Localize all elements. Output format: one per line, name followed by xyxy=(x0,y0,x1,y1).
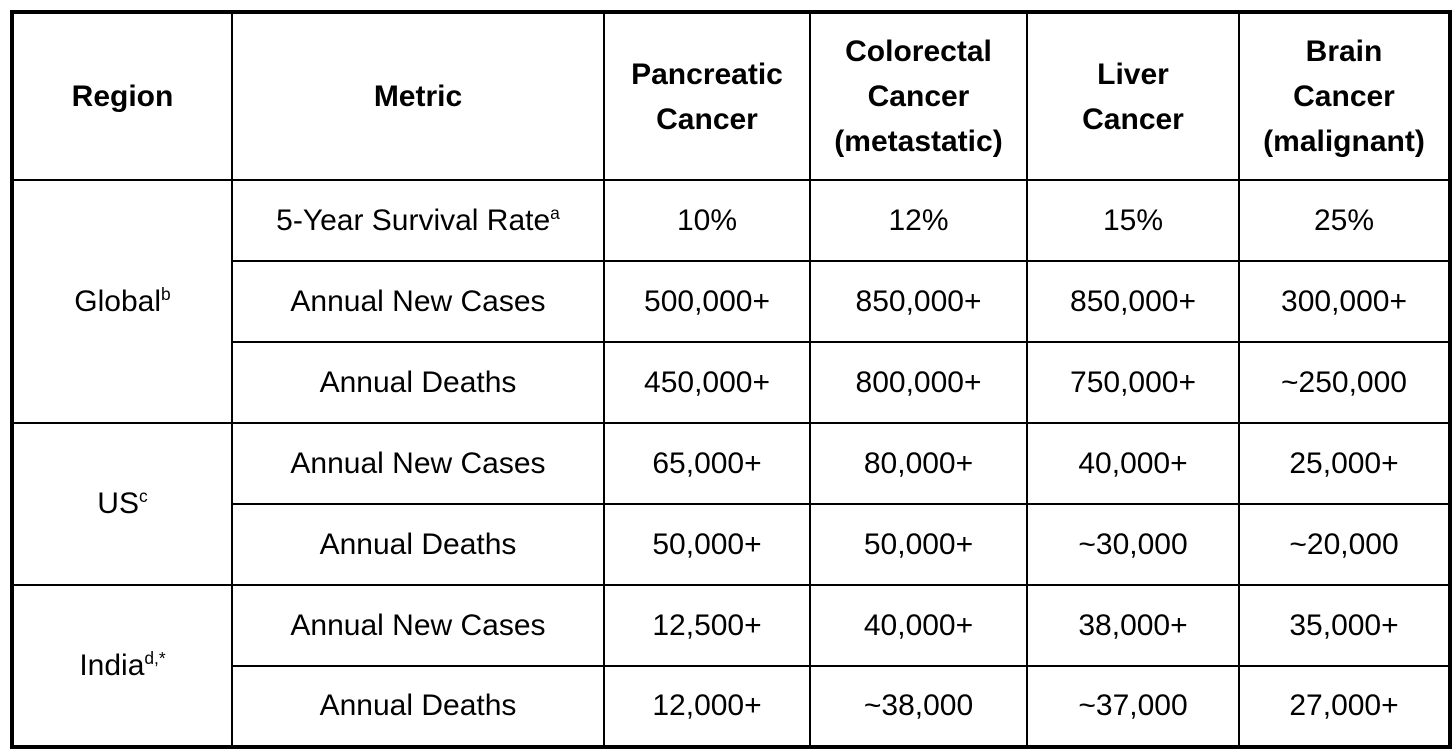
metric-cell: Annual New Cases xyxy=(231,422,605,505)
metric-cell: Annual Deaths xyxy=(231,503,605,586)
value-cell: 500,000+ xyxy=(603,260,811,343)
value-cell: 27,000+ xyxy=(1238,665,1451,748)
footnote-marker-a: a xyxy=(550,202,560,223)
value-cell: 15% xyxy=(1026,179,1240,262)
metric-label: Annual Deaths xyxy=(319,365,517,399)
value-cell: 38,000+ xyxy=(1026,584,1240,667)
footnote-marker-d: d,* xyxy=(144,647,166,668)
table-row-india-cases: Indiad,* Annual New Cases 12,500+ 40,000… xyxy=(11,584,1451,748)
region-cell-us: USc xyxy=(11,422,233,586)
region-label: US xyxy=(97,487,139,520)
metric-cell: Annual New Cases xyxy=(231,584,605,667)
metric-cell: Annual New Cases xyxy=(231,260,605,343)
header-row: Region Metric Pancreatic Cancer Colorect… xyxy=(11,11,1451,181)
metric-label: Annual Deaths xyxy=(319,689,517,722)
value-cell: 450,000+ xyxy=(603,341,811,424)
footnote-marker-c: c xyxy=(138,486,148,506)
table-row-global-survival: Globalb 5-Year Survival Ratea 10% 12% 15… xyxy=(11,179,1451,424)
column-header-liver-cancer: Liver Cancer xyxy=(1026,11,1240,181)
value-cell: 750,000+ xyxy=(1026,341,1240,424)
metric-cell: 5-Year Survival Ratea xyxy=(231,179,605,262)
value-cell: ~20,000 xyxy=(1238,503,1451,586)
table-header: Region Metric Pancreatic Cancer Colorect… xyxy=(11,11,1451,181)
value-cell: ~37,000 xyxy=(1026,665,1240,748)
footnote-marker-b: b xyxy=(161,283,171,304)
table-row-us-cases: USc Annual New Cases 65,000+ 80,000+ 40,… xyxy=(11,422,1451,586)
metric-label: 5-Year Survival Rate xyxy=(276,203,551,237)
value-cell: 65,000+ xyxy=(603,422,811,505)
region-cell-global: Globalb xyxy=(11,179,233,424)
value-cell: 800,000+ xyxy=(809,341,1028,424)
metric-label: Annual New Cases xyxy=(290,446,546,480)
table-row-global-cases: Annual New Cases 500,000+ 850,000+ 850,0… xyxy=(12,260,1451,343)
metric-cell: Annual Deaths xyxy=(231,341,605,424)
metric-label: Annual New Cases xyxy=(290,284,546,318)
value-cell: ~250,000 xyxy=(1238,341,1451,424)
metric-cell: Annual Deaths xyxy=(231,665,605,748)
region-label: Global xyxy=(74,284,162,318)
value-cell: 80,000+ xyxy=(809,422,1028,505)
cancer-statistics-table: Region Metric Pancreatic Cancer Colorect… xyxy=(10,10,1452,749)
value-cell: 300,000+ xyxy=(1238,260,1451,343)
value-cell: 850,000+ xyxy=(809,260,1028,343)
region-label: India xyxy=(79,648,145,682)
value-cell: 40,000+ xyxy=(809,584,1028,667)
value-cell: 25% xyxy=(1238,179,1451,262)
value-cell: ~38,000 xyxy=(809,665,1028,748)
value-cell: 35,000+ xyxy=(1238,584,1451,667)
table-row-india-deaths: Annual Deaths 12,000+ ~38,000 ~37,000 27… xyxy=(12,665,1451,748)
column-header-metric: Metric xyxy=(231,11,605,181)
metric-label: Annual New Cases xyxy=(290,608,546,642)
region-cell-india: Indiad,* xyxy=(11,584,233,748)
column-header-region: Region xyxy=(11,11,233,181)
value-cell: 850,000+ xyxy=(1026,260,1240,343)
column-header-colorectal-cancer: Colorectal Cancer (metastatic) xyxy=(809,11,1028,181)
column-header-brain-cancer: Brain Cancer (malignant) xyxy=(1238,11,1451,181)
metric-label: Annual Deaths xyxy=(319,527,517,561)
value-cell: 40,000+ xyxy=(1026,422,1240,505)
column-header-pancreatic-cancer: Pancreatic Cancer xyxy=(603,11,811,181)
value-cell: 10% xyxy=(603,179,811,262)
value-cell: 50,000+ xyxy=(603,503,811,586)
value-cell: 12,000+ xyxy=(603,665,811,748)
table-row-global-deaths: Annual Deaths 450,000+ 800,000+ 750,000+… xyxy=(12,341,1451,424)
table-row-us-deaths: Annual Deaths 50,000+ 50,000+ ~30,000 ~2… xyxy=(12,503,1451,586)
value-cell: 25,000+ xyxy=(1238,422,1451,505)
value-cell: 12,500+ xyxy=(603,584,811,667)
value-cell: 12% xyxy=(809,179,1028,262)
value-cell: 50,000+ xyxy=(809,503,1028,586)
value-cell: ~30,000 xyxy=(1026,503,1240,586)
